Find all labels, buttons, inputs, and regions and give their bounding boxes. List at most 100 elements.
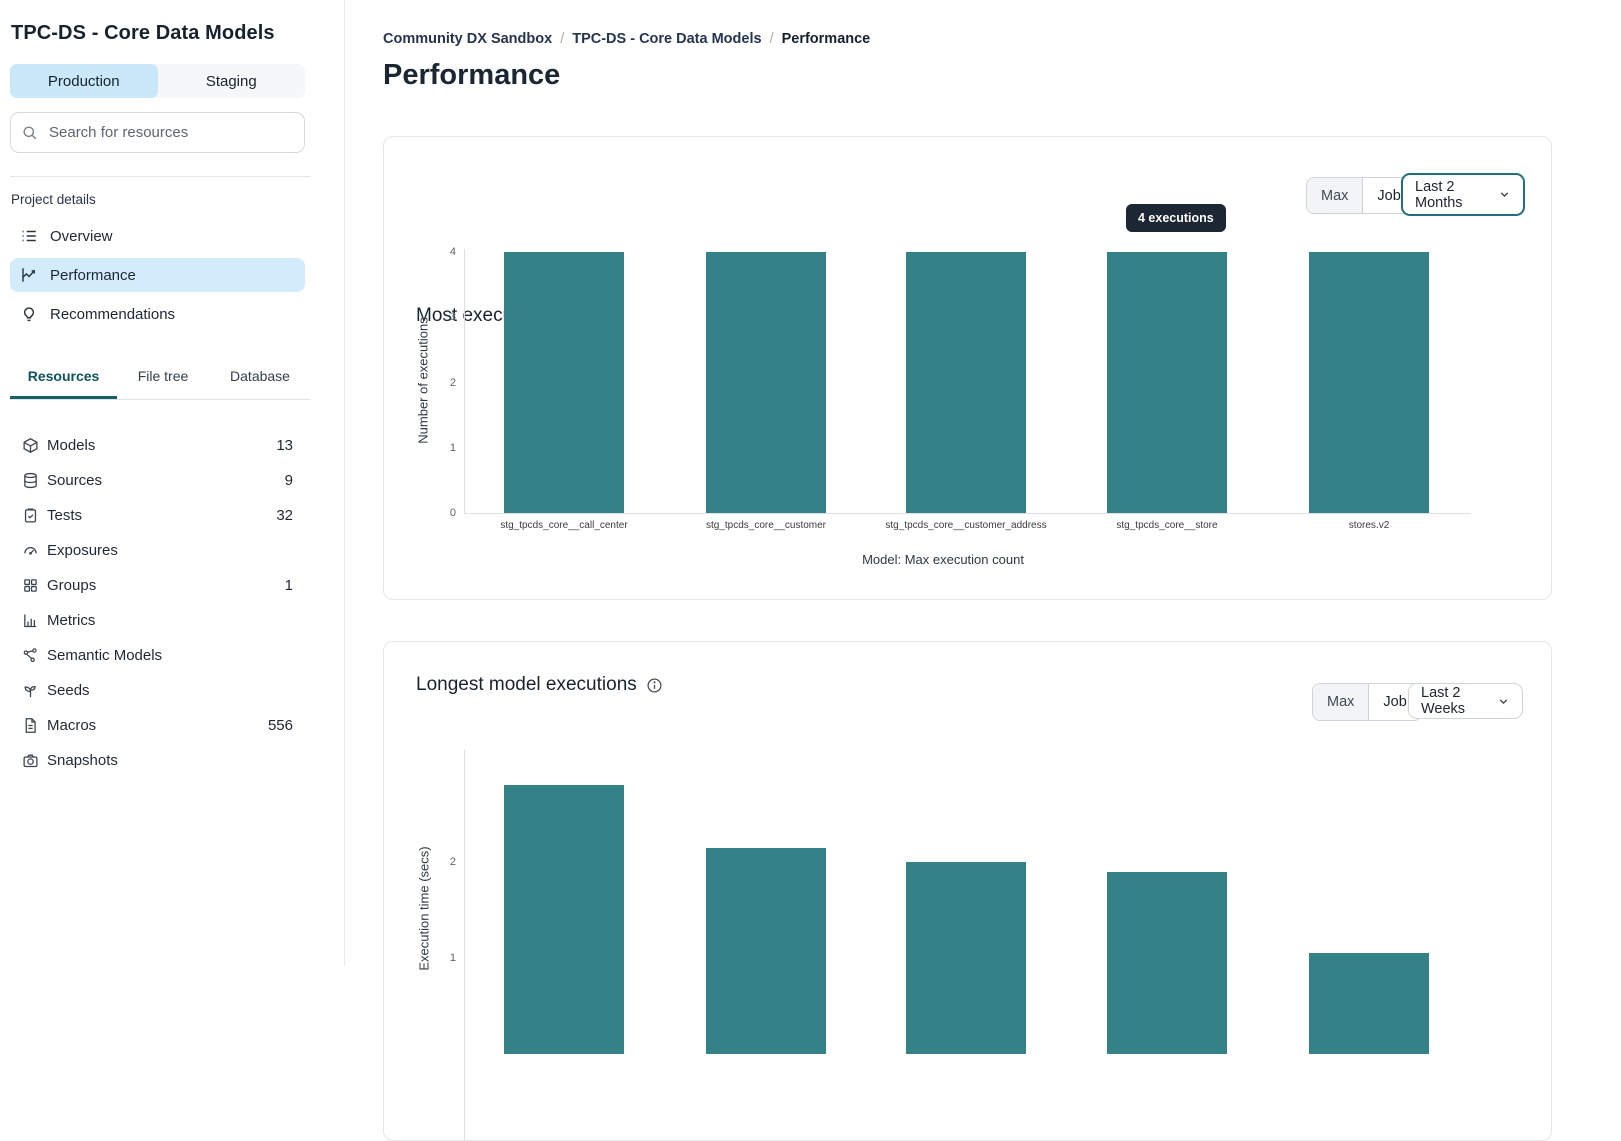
breadcrumb-item[interactable]: Community DX Sandbox xyxy=(383,31,553,47)
category-label: stores.v2 xyxy=(1348,520,1390,531)
resource-list: Models 13 Sources 9 Tests 32 Exposures Groups 1 M… xyxy=(10,428,305,778)
sidebar-item-label: Recommendations xyxy=(50,305,176,323)
breadcrumb-item[interactable]: TPC-DS - Core Data Models xyxy=(572,31,762,47)
resource-label: Semantic Models xyxy=(47,647,163,664)
document-icon xyxy=(22,717,44,735)
sidebar-item-performance[interactable]: Performance xyxy=(10,258,305,292)
bar[interactable] xyxy=(1107,252,1227,513)
lightbulb-icon xyxy=(20,305,40,323)
trend-icon xyxy=(20,266,40,284)
network-icon xyxy=(22,647,44,665)
sidebar-resource-sources[interactable]: Sources 9 xyxy=(10,463,305,498)
resource-label: Snapshots xyxy=(47,752,118,769)
sidebar-item-recommendations[interactable]: Recommendations xyxy=(10,297,305,331)
sidebar-resource-metrics[interactable]: Metrics xyxy=(10,603,305,638)
card-title: Longest model executions xyxy=(416,674,637,695)
project-details-label: Project details xyxy=(11,192,96,207)
resource-label: Groups xyxy=(47,577,97,594)
bar[interactable] xyxy=(504,252,624,513)
resource-count: 556 xyxy=(267,717,293,734)
y-tick-label: 2 xyxy=(449,376,456,389)
resource-count: 32 xyxy=(276,507,293,524)
y-tick-label: 1 xyxy=(449,441,456,454)
resource-label: Tests xyxy=(47,507,83,524)
resource-count: 1 xyxy=(284,577,293,594)
bar[interactable] xyxy=(706,847,826,1054)
list-icon xyxy=(20,227,40,245)
sidebar-item-overview[interactable]: Overview xyxy=(10,219,305,253)
database-icon xyxy=(22,472,44,490)
bar[interactable] xyxy=(1107,871,1227,1054)
env-tab-staging[interactable]: Staging xyxy=(158,64,306,98)
bar[interactable] xyxy=(906,862,1026,1054)
search-input[interactable] xyxy=(47,123,294,142)
resource-label: Metrics xyxy=(47,612,96,629)
resource-label: Models xyxy=(47,437,96,454)
category-label: stg_tpcds_core__call_center xyxy=(500,520,628,531)
y-tick-label: 0 xyxy=(449,507,456,519)
project-title: TPC-DS - Core Data Models xyxy=(11,22,275,44)
breadcrumb-item: Performance xyxy=(781,31,871,47)
sidebar-tabs: Resources File tree Database xyxy=(10,368,311,400)
sidebar: TPC-DS - Core Data Models Production Stag… xyxy=(0,0,345,966)
search-icon xyxy=(21,124,38,141)
sidebar-item-label: Overview xyxy=(50,227,113,245)
category-label: stg_tpcds_core__customer_address xyxy=(885,520,1047,531)
sidebar-resource-macros[interactable]: Macros 556 xyxy=(10,708,305,743)
project-nav: Overview Performance Recommendations xyxy=(10,219,305,336)
x-axis-title: Model: Max execution count xyxy=(862,552,1024,567)
search-box[interactable] xyxy=(10,112,305,153)
y-axis-line xyxy=(464,249,465,513)
camera-icon xyxy=(22,752,44,770)
grid-icon xyxy=(22,577,44,595)
gauge-icon xyxy=(22,542,44,560)
sidebar-resource-models[interactable]: Models 13 xyxy=(10,428,305,463)
tab-database[interactable]: Database xyxy=(230,368,290,384)
sidebar-resource-exposures[interactable]: Exposures xyxy=(10,533,305,568)
sidebar-resource-semantic-models[interactable]: Semantic Models xyxy=(10,638,305,673)
y-axis-line xyxy=(464,750,465,1140)
resource-count: 13 xyxy=(276,437,293,454)
y-tick-label: 4 xyxy=(449,246,456,258)
category-label: stg_tpcds_core__store xyxy=(1116,520,1218,531)
info-icon[interactable] xyxy=(646,677,663,694)
cube-icon xyxy=(22,437,44,455)
sidebar-resource-tests[interactable]: Tests 32 xyxy=(10,498,305,533)
date-range-dropdown[interactable]: Last 2 Months xyxy=(1401,173,1525,216)
date-range-dropdown[interactable]: Last 2 Weeks xyxy=(1408,683,1523,719)
sidebar-resource-snapshots[interactable]: Snapshots xyxy=(10,743,305,778)
tab-file-tree[interactable]: File tree xyxy=(137,368,189,384)
env-tab-production[interactable]: Production xyxy=(10,64,158,98)
y-tick-label: 1 xyxy=(449,952,456,964)
sidebar-item-label: Performance xyxy=(50,266,136,284)
x-axis-line xyxy=(464,513,1471,514)
resource-label: Exposures xyxy=(47,542,118,559)
breadcrumb-separator: / xyxy=(769,31,774,47)
chart-tooltip: 4 executions xyxy=(1126,204,1226,232)
page-title: Performance xyxy=(383,59,561,91)
bar[interactable] xyxy=(906,252,1026,513)
sidebar-divider xyxy=(10,176,311,177)
chevron-down-icon xyxy=(1498,188,1511,201)
bar[interactable] xyxy=(1309,953,1429,1054)
max-button[interactable]: Max xyxy=(1307,178,1364,213)
max-job-toggle: Max Job xyxy=(1306,177,1416,214)
longest-model-executions-card: Longest model executions Max Job Last 2 W… xyxy=(383,641,1552,1141)
date-range-value: Last 2 Weeks xyxy=(1421,685,1466,717)
clipboard-icon xyxy=(22,507,44,525)
bar[interactable] xyxy=(504,785,624,1054)
date-range-value: Last 2 Months xyxy=(1415,178,1463,211)
bar[interactable] xyxy=(706,252,826,513)
breadcrumb-separator: / xyxy=(560,31,565,47)
resource-count: 9 xyxy=(284,472,293,489)
bar[interactable] xyxy=(1309,252,1429,513)
tab-resources[interactable]: Resources xyxy=(10,368,117,399)
breadcrumb: Community DX Sandbox / TPC-DS - Core Data … xyxy=(383,31,870,47)
sidebar-resource-seeds[interactable]: Seeds xyxy=(10,673,305,708)
sidebar-resource-groups[interactable]: Groups 1 xyxy=(10,568,305,603)
seedling-icon xyxy=(22,682,44,700)
max-button[interactable]: Max xyxy=(1313,684,1370,720)
y-tick-label: 3 xyxy=(449,311,456,324)
y-tick-label: 2 xyxy=(449,856,456,868)
